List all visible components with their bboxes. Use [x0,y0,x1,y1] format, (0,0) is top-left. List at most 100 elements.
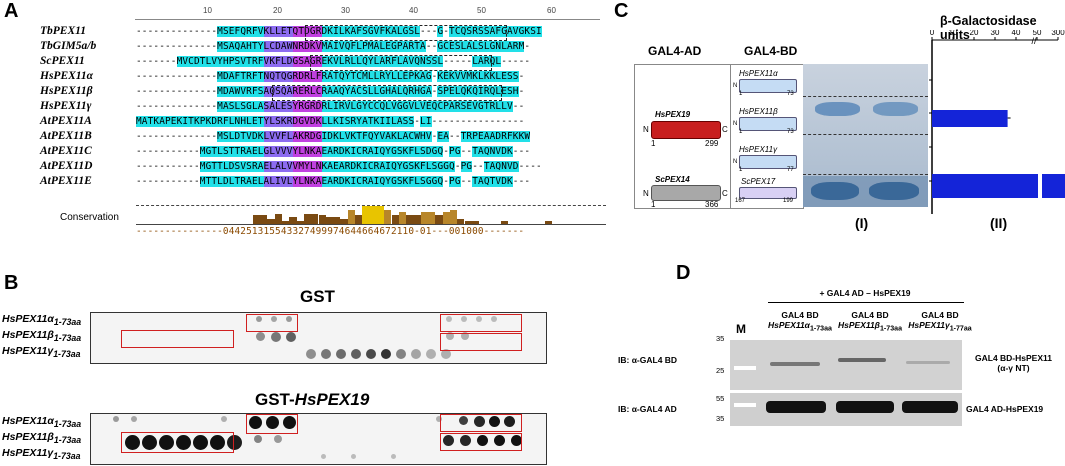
seq-row: -------MVCDTLVYHPSVTRFVKFLDGSAGREKVLRLLQ… [136,56,531,67]
blot-spot [125,435,140,450]
seq-row: -----------MGTLSTTRAELGLVVVYLNKAEARDKICR… [136,146,531,157]
blot-spot [477,435,488,446]
blot-spot [336,349,346,359]
highlight-box [246,414,298,434]
highlight-box [121,432,234,453]
mw-35-bottom: 35 [716,414,725,423]
panel-d-label: D [676,262,691,284]
blot-spot [494,435,505,446]
ruler-tick-20: 20 [273,6,282,15]
marker-label: M [736,322,746,336]
conservation-bar [449,209,458,224]
row-label: HsPEX11α1-73aa [2,415,82,430]
label-i: (I) [855,215,869,231]
ad-band-label: GAL4 AD-HsPEX19 [966,404,1044,414]
mw-55: 55 [716,394,725,403]
pex19-domain [651,121,721,139]
conservation-bar [267,219,275,224]
conservation-bar [289,217,297,224]
x-tick-label: 30 [991,30,1000,37]
seq-row: --------------MDAWVRFSAQSQARERLCRAAQYACS… [136,86,525,97]
motif-box-lower [272,85,502,101]
highlight-box [440,314,522,332]
seq-name: AtPEX11C [40,145,92,157]
motif-box-middle [310,55,492,71]
galactosidase-chart: 0 10 20 30 40 50 300 // [929,30,1065,214]
conservation-bar [420,211,428,224]
alignment-sequences: --------------MSEFQRFVKLLETQTDGRDKILKAFS… [136,24,606,189]
conservation-bar [464,221,472,224]
conservation-bar [311,213,319,224]
blot-spot [446,332,454,340]
ruler-tick-60: 60 [547,6,556,15]
blot-spot [227,435,242,450]
blot-spot [426,349,436,359]
seq-name: AtPEX11B [40,130,92,142]
panel-b-label: B [4,272,19,294]
blot-spot [131,416,137,422]
label-ii: (II) [990,215,1008,231]
conservation-bar [282,221,290,224]
seq-name: HsPEX11γ [40,100,92,112]
row-label: HsPEX11β1-73aa [2,329,82,344]
seq-row: -----------MTTLDLTRAELALIVLYLNKAEARDKICR… [136,176,531,187]
gst-pex19-title: GST-HsPEX19 [255,390,370,409]
blot-spot [391,454,396,459]
ruler-tick-30: 30 [341,6,350,15]
gst-blot [90,312,547,364]
conservation-bar [274,213,282,224]
blot-spot [159,435,174,450]
row-label: HsPEX11α1-73aa [2,313,82,328]
bd-construct-box: HsPEX11α N 1 73 HsPEX11β N 1 73 HsPEX11γ… [730,64,804,209]
gst-row-labels: HsPEX11α1-73aa HsPEX11β1-73aa HsPEX11γ1-… [2,313,90,361]
x-tick-label: 300 [1051,30,1065,37]
x-tick-label: 10 [949,30,958,37]
conservation-bar [398,211,407,224]
blot-spot [266,416,279,429]
seq-row: --------------MSEFQRFVKLLETQTDGRDKILKAFS… [136,26,542,37]
blot-spot [286,316,292,322]
seq-name: ScPEX11 [40,55,85,67]
ib-bd-label: IB: α-GAL4 BD [618,355,678,365]
blot-spot [476,316,482,322]
ib-ad-label: IB: α-GAL4 AD [618,404,677,414]
lane-label-1: GAL4 BD HsPEX11α1-73aa [767,310,832,333]
conservation-numbers: ---------------0442513155433274999746446… [136,226,525,237]
conservation-bar [369,205,377,224]
ruler-tick-50: 50 [477,6,486,15]
blot-spot [459,416,468,425]
row-label: HsPEX11β1-73aa [2,431,82,446]
conservation-bar [340,219,348,224]
x-tick-label: 0 [930,30,935,37]
blot-spot [504,416,515,427]
yeast-colony-image [803,64,928,207]
motif-box-top [305,25,507,41]
blot-spot [491,316,497,322]
blot-spot [381,349,391,359]
gst-pex19-row-labels: HsPEX11α1-73aa HsPEX11β1-73aa HsPEX11γ1-… [2,415,90,463]
conservation-label: Conservation [60,212,119,223]
blot-spot [210,435,225,450]
pex14-domain [651,185,721,201]
bar [932,110,1008,127]
conservation-bar [413,215,421,224]
blot-spot [511,435,522,446]
blot-spot [396,349,406,359]
construct-label: ScPEX14 [655,175,690,184]
blot-spot [441,349,451,359]
x-tick-label: 50 [1033,30,1042,37]
bar-continued [1042,174,1065,198]
conservation-track [136,202,606,227]
blot-spot [271,316,277,322]
bar [932,174,1038,198]
conservation-bar [391,215,399,224]
western-blot-top [730,340,962,390]
blot-spot [283,416,296,429]
construct-label: HsPEX19 [655,110,691,119]
highlight-box [440,414,522,432]
conservation-bar [355,215,363,224]
conservation-bar [435,215,443,224]
blot-spot [446,316,452,322]
alignment-names: TbPEX11 TbGIM5a/b ScPEX11 HsPEX11α HsPEX… [40,24,135,189]
gst-pex19-blot [90,413,547,465]
